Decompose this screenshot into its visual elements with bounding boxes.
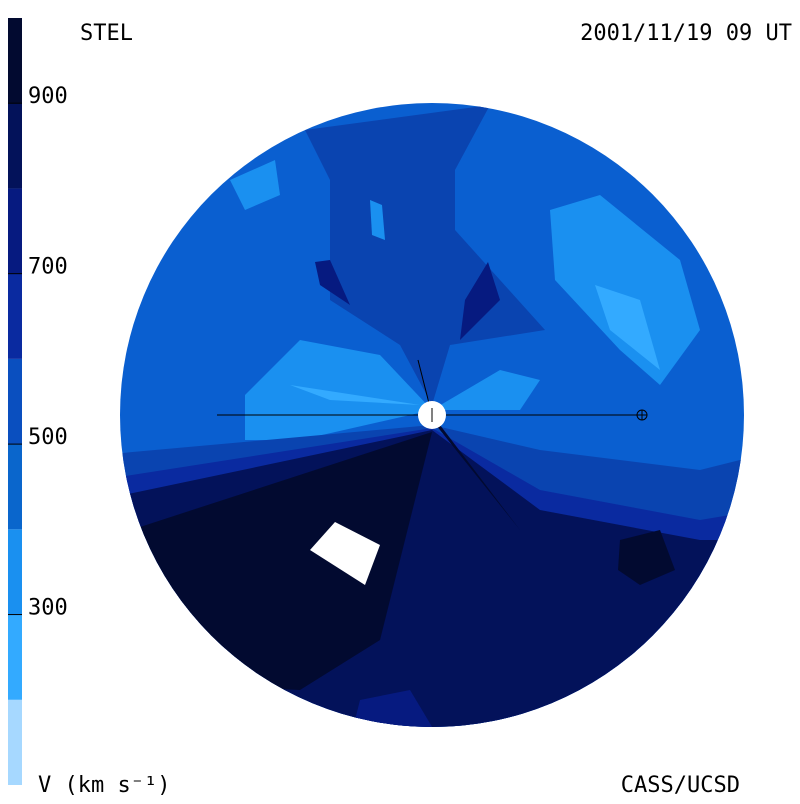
colorbar-band [8, 614, 22, 700]
colorbar-band [8, 103, 22, 189]
colorbar-tick-label: 300 [28, 596, 68, 621]
colorbar-tick-label: 900 [28, 84, 68, 109]
colorbar: 300 500 700 900 [8, 18, 68, 785]
colorbar-tick-label: 700 [28, 255, 68, 280]
credit: CASS/UCSD [621, 773, 740, 798]
observatory-label: STEL [80, 21, 133, 46]
unit-label: V (km s⁻¹) [38, 773, 170, 798]
colorbar-band [8, 273, 22, 359]
colorbar-band [8, 699, 22, 785]
colorbar-band [8, 358, 22, 445]
colorbar-tick-label: 500 [28, 425, 68, 450]
colorbar-band [8, 529, 22, 615]
timestamp: 2001/11/19 09 UT [580, 21, 792, 46]
colorbar-band [8, 444, 22, 530]
colorbar-band [8, 188, 22, 274]
colorbar-band [8, 18, 22, 104]
